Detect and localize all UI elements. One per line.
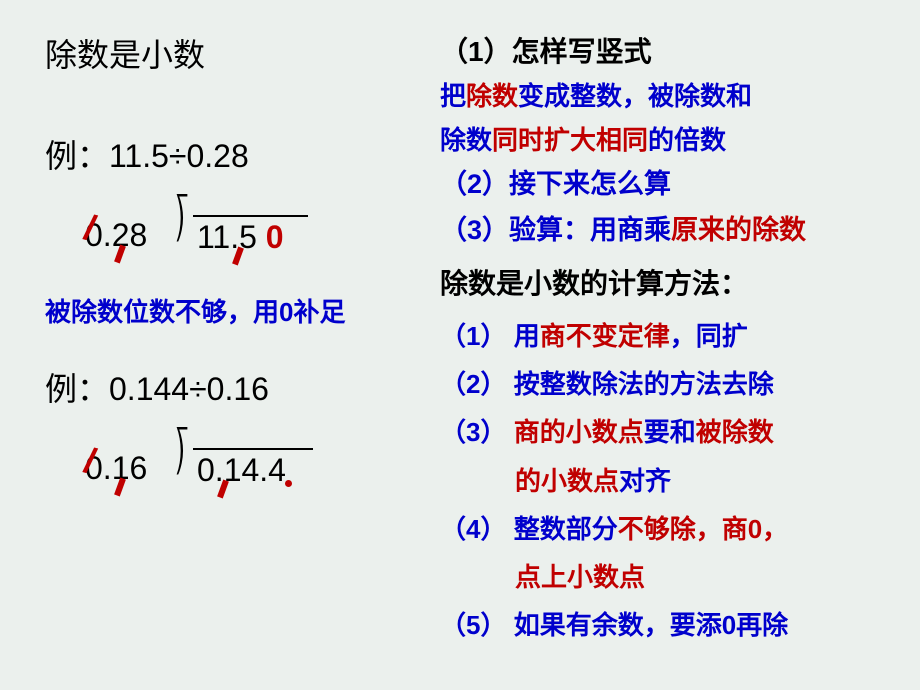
method-3b: 的小数点对齐 <box>440 461 910 501</box>
seg: （5） <box>440 610 506 640</box>
longdiv-1: 0.28 / ⟌ 11.5 0 <box>85 207 435 267</box>
right-h1: （1）怎样写竖式 <box>440 30 910 70</box>
method-4: （4） 整数部分不够除，商0， <box>440 509 910 549</box>
seg: 商不变定律 <box>540 321 670 351</box>
seg: 要和 <box>644 417 696 447</box>
seg: ，同扩 <box>670 321 748 351</box>
seg: 把 <box>440 81 466 111</box>
seg: 对齐 <box>619 466 671 496</box>
seg: 变成整数 <box>518 81 622 111</box>
right-h2: （2）接下来怎么算 <box>440 165 910 204</box>
vinculum-line <box>193 215 308 217</box>
seg: （3）验算：用商乘 <box>440 215 671 245</box>
method-2: （2） 按整数除法的方法去除 <box>440 364 910 404</box>
dot-icon <box>285 480 292 487</box>
method-4b: 点上小数点 <box>440 557 910 597</box>
bracket-icon: ⟌ <box>176 194 188 253</box>
seg: 用 <box>514 321 540 351</box>
seg: ，被除数和 <box>622 81 752 111</box>
seg: 的倍数 <box>648 125 726 155</box>
seg: 除数 <box>466 81 518 111</box>
seg: 不够除，商0， <box>618 514 788 544</box>
example2-label: 例：0.144÷0.16 <box>45 364 435 410</box>
seg: 的小数点 <box>515 466 619 496</box>
example1-label: 例：11.5÷0.28 <box>45 131 435 177</box>
right-line1: 把除数变成整数，被除数和 <box>440 78 910 116</box>
title-left: 除数是小数 <box>45 30 435 76</box>
ex1-extra-zero: 0 <box>257 219 284 255</box>
ex2-dividend: 0.14.4 <box>197 452 286 489</box>
seg: （2） <box>440 369 506 399</box>
ex1-dividend: 11.5 <box>197 219 257 255</box>
seg: 整数部分 <box>514 514 618 544</box>
seg: （1） <box>440 321 506 351</box>
seg: 商的小数点 <box>514 417 644 447</box>
method-title: 除数是小数的计算方法： <box>440 262 910 302</box>
method-1: （1） 用商不变定律，同扩 <box>440 316 910 356</box>
seg: 同时扩大相同 <box>492 125 648 155</box>
seg: 按整数除法的方法去除 <box>514 369 774 399</box>
bracket-icon: ⟌ <box>176 427 188 486</box>
seg: （3） <box>440 417 506 447</box>
vinculum-line <box>193 448 313 450</box>
seg: （4） <box>440 514 506 544</box>
seg: 原来的除数 <box>671 215 806 245</box>
method-3: （3） 商的小数点要和被除数 <box>440 412 910 452</box>
note-text: 被除数位数不够，用0补足 <box>45 292 435 329</box>
seg: 点上小数点 <box>515 562 645 592</box>
right-line2: 除数同时扩大相同的倍数 <box>440 122 910 160</box>
seg: 除数 <box>440 125 492 155</box>
seg: 被除数 <box>696 417 774 447</box>
seg: 如果有余数，要添0再除 <box>514 610 788 640</box>
right-h3: （3）验算：用商乘原来的除数 <box>440 211 910 250</box>
longdiv-2: 0.16 / ⟌ 0.14.4 <box>85 440 435 500</box>
method-5: （5） 如果有余数，要添0再除 <box>440 605 910 645</box>
